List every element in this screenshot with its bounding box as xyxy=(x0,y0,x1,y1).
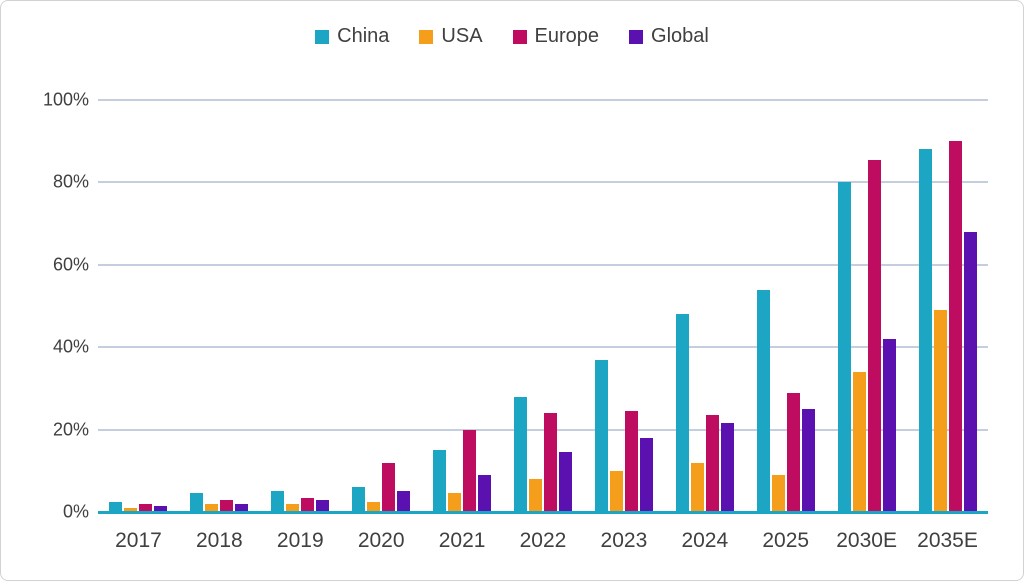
x-tick-label: 2023 xyxy=(600,529,648,552)
bar-group-2019 xyxy=(260,100,341,512)
bar-china-2023 xyxy=(594,359,608,512)
y-tick-label: 80% xyxy=(52,171,89,192)
bar-group-2025 xyxy=(745,100,826,512)
legend-label: Global xyxy=(651,25,709,47)
bar-china-2030e xyxy=(837,182,851,512)
x-tick-label: 2021 xyxy=(438,529,486,552)
bar-china-2035e xyxy=(918,149,932,512)
bar-china-2017 xyxy=(109,501,123,512)
bar-europe-2022 xyxy=(543,413,557,512)
bar-europe-2024 xyxy=(705,415,719,512)
bar-europe-2018 xyxy=(220,499,234,512)
bar-global-2030e xyxy=(882,338,896,512)
x-tick-label: 2018 xyxy=(196,529,243,552)
bar-europe-2030e xyxy=(867,159,881,512)
bar-usa-2022 xyxy=(528,479,542,512)
bar-global-2019 xyxy=(316,499,330,512)
bar-usa-2020 xyxy=(367,501,381,512)
x-tick-label: 2020 xyxy=(357,529,405,552)
bar-china-2020 xyxy=(352,487,366,512)
x-tick-label: 2025 xyxy=(762,529,810,552)
bar-group-2017 xyxy=(98,100,179,512)
bar-usa-2019 xyxy=(286,503,300,512)
bar-europe-2035e xyxy=(948,141,962,512)
legend-swatch-usa xyxy=(419,29,434,44)
bar-china-2021 xyxy=(433,450,447,512)
y-tick-label: 40% xyxy=(52,336,89,357)
gridline xyxy=(98,346,988,349)
x-tick-label: 2022 xyxy=(519,529,567,552)
gridline xyxy=(98,428,988,431)
bar-group-2023 xyxy=(583,100,664,512)
bar-china-2024 xyxy=(675,314,689,512)
bar-global-2022 xyxy=(558,452,572,512)
x-axis-line xyxy=(98,511,988,514)
bar-global-2018 xyxy=(235,503,249,512)
bar-europe-2019 xyxy=(301,497,315,512)
bar-usa-2025 xyxy=(771,474,785,512)
bar-group-2024 xyxy=(664,100,745,512)
x-tick-label: 2030E xyxy=(836,529,897,552)
bar-global-2017 xyxy=(154,505,168,512)
y-tick-label: 60% xyxy=(52,254,89,275)
chart-legend: China USA Europe Global xyxy=(1,25,1023,48)
bar-usa-2035e xyxy=(933,310,947,512)
legend-item-china: China xyxy=(315,25,389,48)
bar-global-2023 xyxy=(639,437,653,512)
gridline xyxy=(98,263,988,266)
legend-swatch-europe xyxy=(512,29,527,44)
bar-europe-2023 xyxy=(624,411,638,512)
y-tick-label: 20% xyxy=(52,419,89,440)
bar-usa-2024 xyxy=(690,462,704,512)
bar-group-2030e xyxy=(826,100,907,512)
bar-china-2025 xyxy=(756,289,770,512)
x-tick-label: 2019 xyxy=(276,529,324,552)
bar-usa-2018 xyxy=(205,503,219,512)
bar-europe-2020 xyxy=(382,462,396,512)
bar-europe-2017 xyxy=(139,503,153,512)
legend-label: USA xyxy=(441,25,483,47)
bar-usa-2023 xyxy=(609,470,623,512)
legend-item-global: Global xyxy=(629,25,709,48)
bar-europe-2021 xyxy=(463,429,477,512)
x-tick-label: 2017 xyxy=(115,529,162,552)
bar-usa-2017 xyxy=(124,507,138,512)
bar-group-2035e xyxy=(907,100,988,512)
bar-groups xyxy=(98,100,988,512)
y-tick-label: 0% xyxy=(62,501,89,522)
legend-label: Europe xyxy=(534,25,600,47)
x-tick-label: 2035E xyxy=(917,529,978,552)
legend-swatch-china xyxy=(315,29,330,44)
gridline xyxy=(98,99,988,101)
bar-china-2022 xyxy=(513,396,527,512)
y-axis-labels: 0% 20% 40% 60% 80% 100% xyxy=(1,90,89,522)
bar-china-2019 xyxy=(271,491,285,512)
bar-global-2021 xyxy=(478,474,492,512)
bar-global-2025 xyxy=(801,409,815,512)
bar-global-2020 xyxy=(397,491,411,512)
x-axis-labels: 2017 2018 2019 2020 2021 2022 2023 2024 2025 2030… xyxy=(98,529,988,553)
legend-item-europe: Europe xyxy=(512,25,600,48)
bar-group-2021 xyxy=(422,100,503,512)
bar-group-2020 xyxy=(341,100,422,512)
bar-group-2022 xyxy=(503,100,584,512)
bar-china-2018 xyxy=(190,493,204,512)
legend-item-usa: USA xyxy=(419,25,483,48)
legend-label: China xyxy=(337,25,390,47)
bar-global-2024 xyxy=(720,423,734,512)
legend-swatch-global xyxy=(629,29,644,44)
plot-area xyxy=(98,99,988,514)
bar-usa-2021 xyxy=(448,493,462,512)
x-tick-label: 2024 xyxy=(681,529,729,552)
bar-usa-2030e xyxy=(852,371,866,512)
bar-europe-2025 xyxy=(786,392,800,512)
gridline xyxy=(98,181,988,184)
y-tick-label: 100% xyxy=(42,89,89,110)
bar-global-2035e xyxy=(963,231,977,512)
bar-group-2018 xyxy=(179,100,260,512)
